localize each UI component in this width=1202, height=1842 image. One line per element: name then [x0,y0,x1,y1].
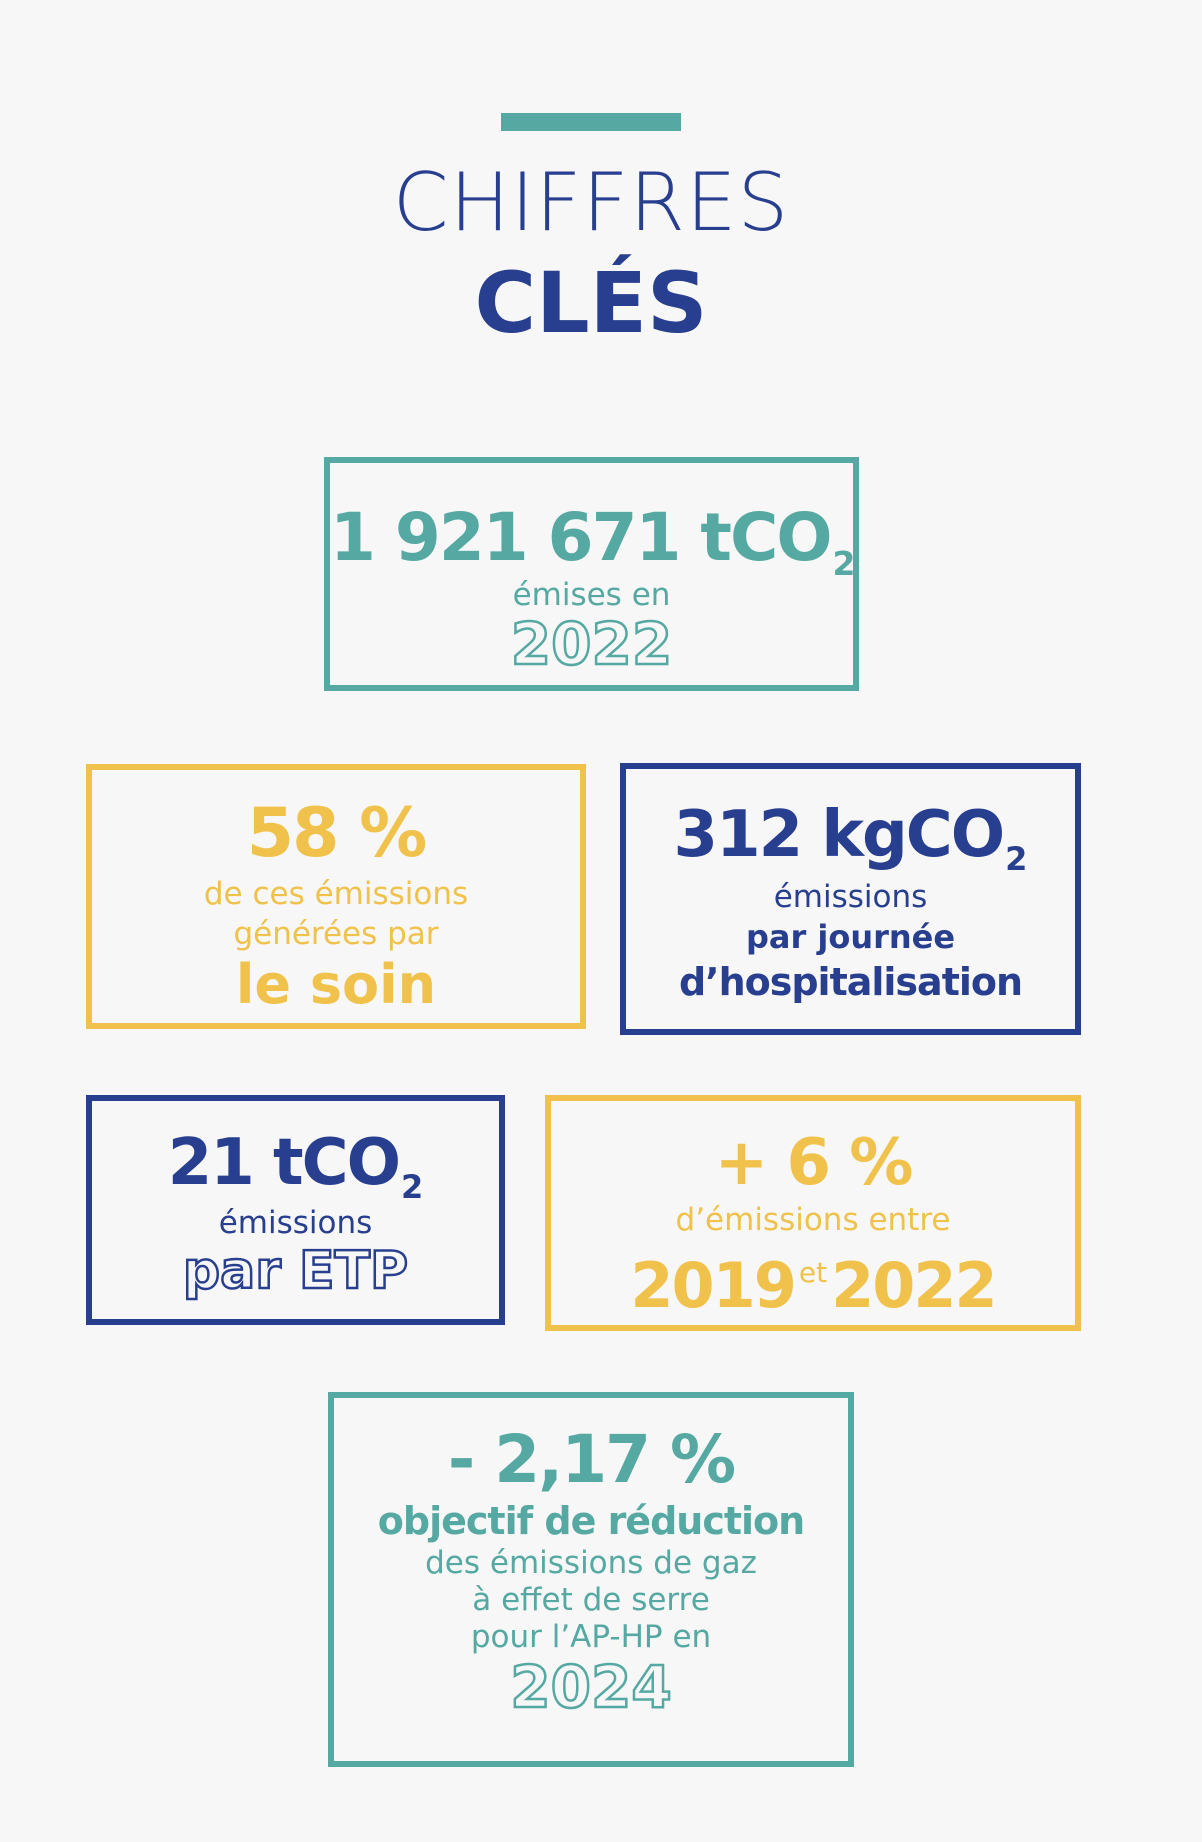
stat-value: - 2,17 % [447,1421,736,1498]
stat-caption-line1: objectif de réduction [377,1499,805,1543]
stat-year-range: 2019 et2022 [551,1235,1075,1324]
stat-box-per-fte: 21 tCO2 émissions par ETP [86,1095,505,1325]
stat-value: + 6 % [714,1126,914,1200]
stat-caption-line1: de ces émissions [203,876,469,912]
stat-caption-line2: générées par [233,916,439,952]
stat-value: 58 % [246,794,427,873]
page-title-line1: CHIFFRES [392,156,790,249]
co2-subscript: 2 [832,543,856,583]
stat-emphasis: par ETP [182,1240,410,1303]
stat-value-text: 312 kgCO [673,798,1006,872]
stat-box-total-emissions: 1 921 671 tCO2 émises en 2022 [324,457,859,691]
stat-caption-line4: pour l’AP-HP en [470,1619,712,1655]
stat-box-per-hospital-day: 312 kgCO2 émissions par journée d’hospit… [620,763,1081,1035]
title-accent-bar [501,113,681,131]
year-from: 2019 [630,1249,797,1323]
stat-box-care-share: 58 % de ces émissions générées par le so… [86,764,586,1029]
year-to: 2022 [831,1249,998,1323]
stat-box-reduction-target: - 2,17 % objectif de réduction des émiss… [328,1392,854,1767]
stat-emphasis: le soin [235,953,437,1016]
co2-subscript: 2 [401,1168,424,1207]
stat-box-growth: + 6 % d’émissions entre 2019 et2022 [545,1095,1081,1331]
stat-value: 1 921 671 tCO2 [330,499,855,580]
stat-value-text: 1 921 671 tCO [330,499,832,576]
stat-caption: d’émissions entre [675,1202,951,1238]
page-title-line2: CLÉS [474,254,708,352]
stat-caption-line3: à effet de serre [472,1582,710,1618]
co2-subscript: 2 [1005,840,1028,879]
stat-caption-line1: émissions [773,879,928,915]
stat-caption-line2: par journée [745,918,956,956]
stat-value-text: 21 tCO [167,1126,401,1200]
stat-caption: émises en [512,577,671,613]
stat-value: 312 kgCO2 [626,795,1075,875]
year-connector: et [798,1256,828,1289]
stat-caption-line3: d’hospitalisation [678,960,1023,1004]
stat-year: 2022 [510,609,674,680]
stat-value: 21 tCO2 [92,1123,499,1203]
stat-caption-line2: des émissions de gaz [425,1545,757,1581]
stat-year: 2024 [509,1652,673,1723]
stat-caption: émissions [218,1205,373,1241]
